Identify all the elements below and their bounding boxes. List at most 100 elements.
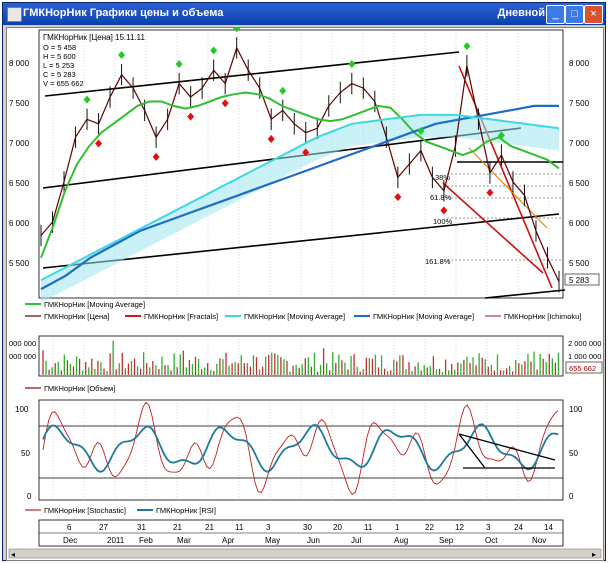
fractal-up-marker [348, 59, 356, 68]
month-label: Nov [532, 536, 546, 545]
app-icon [7, 7, 22, 22]
timeframe-label[interactable]: Дневной [497, 7, 546, 19]
price-tick-left: 8 000 [9, 59, 30, 68]
ichimoku-cloud [41, 114, 559, 303]
title-bar[interactable]: ГМКНорНик Графики цены и объема Дневной … [3, 3, 605, 25]
osc-tick-left: 100 [15, 405, 29, 414]
day-label: 30 [303, 523, 312, 532]
month-label: Feb [139, 536, 153, 545]
timeline-months: Dec 2011 Feb Mar Apr May Jun Jul Aug Sep… [63, 536, 546, 545]
price-tick-left: 6 000 [9, 219, 30, 228]
day-label: 1 [395, 523, 400, 532]
fib-label: 38% [435, 173, 450, 182]
fib-label: 61.8% [430, 193, 452, 202]
day-label: 12 [455, 523, 464, 532]
month-label: Mar [177, 536, 191, 545]
day-label: 14 [544, 523, 553, 532]
scroll-right-icon[interactable]: ▸ [592, 550, 596, 559]
month-label: Sep [439, 536, 454, 545]
day-label: 24 [514, 523, 523, 532]
volume-bars [42, 340, 560, 375]
upper-channel-line[interactable] [44, 51, 460, 97]
close-button[interactable]: × [584, 5, 603, 24]
downtrend-line-inner[interactable] [442, 182, 544, 274]
fractal-markers [83, 24, 505, 215]
osc-tick-right: 100 [569, 405, 583, 414]
month-label: May [265, 536, 280, 545]
volume-tick-left: 000 000 [9, 339, 36, 348]
horizontal-scrollbar[interactable] [8, 548, 602, 559]
fractal-down-marker [187, 112, 195, 121]
volume-tick-right: 2 000 000 [568, 339, 601, 348]
price-tick-right: 7 000 [569, 139, 590, 148]
last-volume-box [565, 361, 603, 374]
day-label: 11 [235, 523, 244, 532]
day-label: 6 [67, 523, 72, 532]
legend-item: ГМКНорНик [Fractals] [144, 312, 218, 321]
day-label: 20 [333, 523, 342, 532]
chart-client-area: ГМКНорНик [Цена] 15.11.11 O = 5 458 H = … [6, 24, 604, 561]
last-price-box [564, 273, 600, 286]
chart-svg[interactable]: ГМКНорНик [Цена] 15.11.11 O = 5 458 H = … [7, 24, 603, 560]
day-label: 31 [137, 523, 146, 532]
fib-fan [468, 147, 548, 229]
osc-tick-left: 50 [21, 449, 30, 458]
legend-item: ГМКНорНик [Moving Average] [44, 300, 145, 309]
minimize-button[interactable]: _ [546, 5, 565, 24]
legend-item: ГМКНорНик [Moving Average] [373, 312, 474, 321]
fractal-up-marker [118, 51, 126, 60]
fractal-up-marker [279, 86, 287, 95]
volume-value: V = 655 662 [43, 79, 84, 88]
legend-item: ГМКНорНик [Moving Average] [244, 312, 345, 321]
fractal-down-marker [486, 188, 494, 197]
fib-label: 161.8% [425, 257, 451, 266]
fractal-down-marker [302, 148, 310, 157]
timeline-days: 6 27 31 21 21 11 3 30 20 11 1 22 12 3 24… [67, 523, 553, 532]
fractal-up-marker [210, 46, 218, 55]
osc-tick-right: 50 [569, 449, 578, 458]
price-tick-left: 6 500 [9, 179, 30, 188]
volume-legend-item: ГМКНорНик [Объем] [44, 384, 115, 393]
legend-item: ГМКНорНик [Цена] [44, 312, 109, 321]
fractal-up-marker [175, 59, 183, 68]
price-header: ГМКНорНик [Цена] 15.11.11 [43, 33, 146, 42]
maximize-button[interactable]: □ [565, 5, 584, 24]
month-label: Jul [351, 536, 361, 545]
legend-item: ГМКНорНик [Ichimoku] [504, 312, 581, 321]
fractal-down-marker [394, 193, 402, 202]
volume-tick-right: 1 000 000 [568, 352, 601, 361]
price-tick-right: 6 000 [569, 219, 590, 228]
price-legend: ГМКНорНик [Moving Average] ГМКНорНик [Це… [25, 300, 581, 321]
high-value: H = 5 600 [43, 52, 76, 61]
moving-average-short-line [40, 91, 560, 259]
downtrend-line-outer[interactable] [458, 65, 553, 289]
open-value: O = 5 458 [43, 43, 76, 52]
price-tick-right: 6 500 [569, 179, 590, 188]
month-label: 2011 [107, 536, 125, 545]
price-tick-left: 5 500 [9, 259, 30, 268]
stochastic-line [42, 401, 559, 495]
price-tick-left: 7 000 [9, 139, 30, 148]
fib-levels [447, 173, 563, 261]
fan-line[interactable] [468, 147, 548, 229]
support-line[interactable] [484, 289, 566, 299]
osc-trend-upper[interactable] [458, 433, 556, 461]
price-tick-left: 7 500 [9, 99, 30, 108]
last-price-label: 5 283 [569, 276, 590, 285]
price-series-layer [40, 37, 560, 303]
month-label: Apr [222, 536, 235, 545]
day-label: 21 [205, 523, 214, 532]
volume-tick-left: 000 000 [9, 352, 36, 361]
day-label: 3 [486, 523, 491, 532]
fractal-up-marker [417, 126, 425, 135]
osc-trend-left[interactable] [458, 433, 486, 469]
day-label: 3 [266, 523, 271, 532]
fractal-up-marker [497, 131, 505, 140]
low-value: L = 5 253 [43, 61, 74, 70]
price-tick-right: 5 500 [569, 259, 590, 268]
osc-tick-left: 0 [27, 492, 32, 501]
month-label: Aug [394, 536, 408, 545]
scroll-left-icon[interactable]: ◂ [11, 550, 15, 559]
lower-channel-line[interactable] [42, 213, 560, 269]
osc-legend-item: ГМКНорНик [RSI] [156, 506, 216, 515]
